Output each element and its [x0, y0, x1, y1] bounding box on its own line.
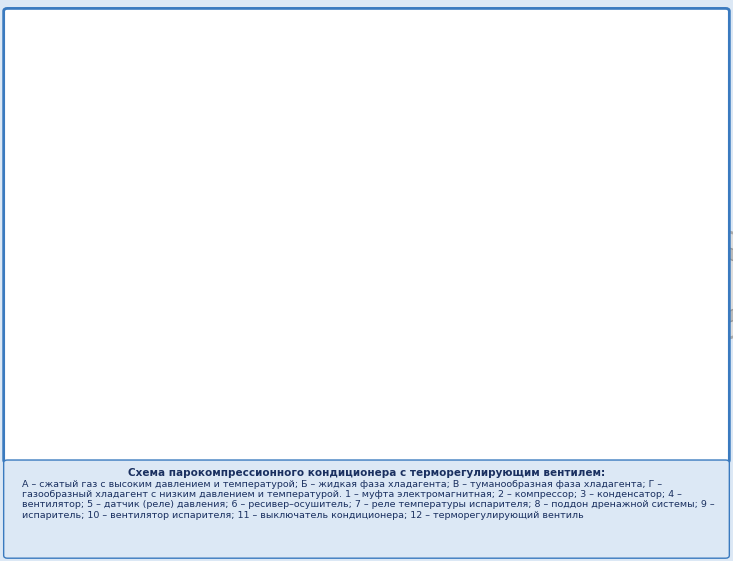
Bar: [238, 257, 273, 272]
Circle shape: [697, 87, 723, 113]
Circle shape: [652, 87, 678, 113]
Text: 11: 11: [658, 95, 673, 105]
Ellipse shape: [125, 145, 205, 215]
Text: 8: 8: [646, 415, 654, 425]
Circle shape: [125, 155, 185, 215]
Text: А: А: [285, 255, 299, 273]
Text: 7: 7: [526, 385, 534, 395]
Bar: [238, 317, 273, 332]
Text: 5: 5: [426, 450, 434, 460]
Circle shape: [67, 422, 93, 448]
Text: 1: 1: [96, 130, 104, 140]
Text: 12: 12: [482, 100, 498, 110]
Bar: [238, 287, 273, 302]
Ellipse shape: [688, 248, 707, 261]
Text: В: В: [285, 315, 298, 333]
Circle shape: [475, 115, 505, 145]
Circle shape: [517, 377, 543, 403]
FancyBboxPatch shape: [227, 237, 363, 373]
Bar: [570, 155, 695, 415]
Text: Б: Б: [285, 285, 298, 303]
Circle shape: [417, 442, 443, 468]
Circle shape: [660, 230, 733, 340]
Text: Г: Г: [285, 345, 296, 363]
Text: 10: 10: [702, 95, 718, 105]
Circle shape: [497, 457, 523, 483]
Bar: [238, 347, 273, 362]
Ellipse shape: [688, 309, 707, 323]
Ellipse shape: [723, 248, 733, 261]
Text: 4: 4: [76, 430, 84, 440]
Circle shape: [637, 362, 663, 388]
Bar: [55, 300, 175, 430]
Ellipse shape: [675, 274, 685, 296]
Text: 3: 3: [88, 285, 96, 295]
Text: 2: 2: [161, 115, 169, 125]
Ellipse shape: [723, 309, 733, 323]
Text: А – сжатый газ с высоким давлением и температурой; Б – жидкая фаза хладагента; В: А – сжатый газ с высоким давлением и тем…: [22, 480, 715, 520]
Ellipse shape: [446, 420, 464, 440]
Text: Схема парокомпрессионного кондиционера с терморегулирующим вентилем:: Схема парокомпрессионного кондиционера с…: [128, 468, 605, 479]
Text: 6: 6: [506, 465, 514, 475]
Circle shape: [637, 407, 663, 433]
Ellipse shape: [441, 458, 469, 522]
Text: 9: 9: [646, 370, 654, 380]
Circle shape: [152, 107, 178, 133]
Circle shape: [79, 277, 105, 303]
Circle shape: [477, 92, 503, 118]
Circle shape: [87, 122, 113, 148]
Circle shape: [140, 170, 170, 200]
